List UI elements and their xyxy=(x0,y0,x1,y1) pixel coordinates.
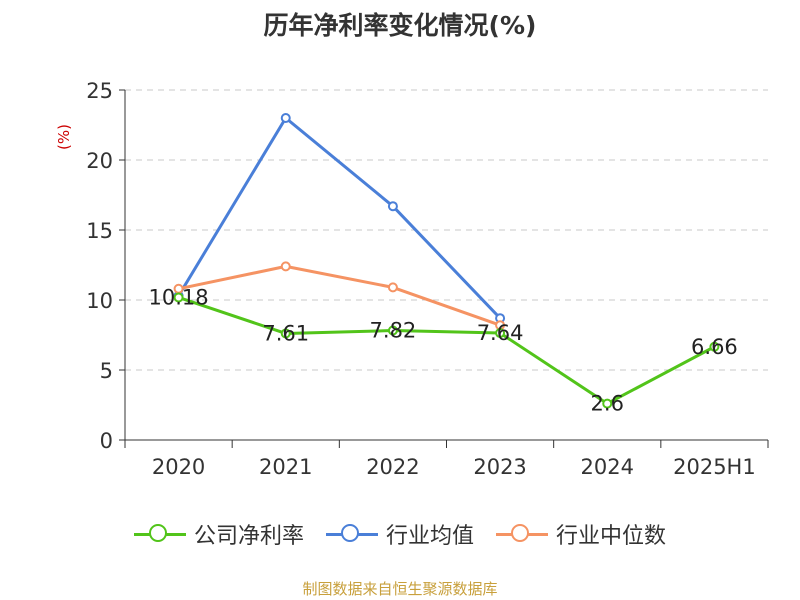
y-tick-label: 0 xyxy=(100,429,113,453)
x-tick-label: 2022 xyxy=(366,455,419,479)
x-tick-label: 2023 xyxy=(473,455,526,479)
legend-item-company[interactable]: 公司净利率 xyxy=(133,518,304,550)
data-point xyxy=(495,328,506,339)
data-point xyxy=(602,398,613,409)
data-point xyxy=(387,201,398,212)
y-tick-label: 15 xyxy=(86,219,113,243)
legend-label-industry-mean: 行业均值 xyxy=(385,524,474,549)
data-point xyxy=(387,325,398,336)
data-point xyxy=(280,113,291,123)
data-label: 2.6 xyxy=(591,392,624,416)
data-source-note: 制图数据来自恒生聚源数据库 xyxy=(302,580,498,598)
x-tick-label: 2024 xyxy=(581,455,634,479)
data-label: 10.18 xyxy=(149,285,209,309)
chart-title: 历年净利率变化情况(%) xyxy=(263,11,537,40)
y-tick-label: 25 xyxy=(86,79,113,103)
legend-item-industry-mean[interactable]: 行业均值 xyxy=(325,518,474,550)
x-tick-label: 2020 xyxy=(152,455,205,479)
x-tick-label: 2025H1 xyxy=(673,455,756,479)
legend-swatch-industry-median xyxy=(496,523,548,545)
y-tick-label: 5 xyxy=(100,359,113,383)
grid-lines xyxy=(125,89,768,371)
data-label: 7.61 xyxy=(262,321,309,345)
x-tick-label: 2021 xyxy=(259,455,312,479)
legend-swatch-company xyxy=(133,523,186,545)
series-lines xyxy=(173,113,720,409)
series-line xyxy=(177,116,502,320)
data-point xyxy=(280,328,291,339)
data-label: 7.64 xyxy=(477,321,524,345)
legend-label-company: 公司净利率 xyxy=(193,524,304,549)
legend-label-industry-median: 行业中位数 xyxy=(556,524,667,549)
data-point xyxy=(280,261,291,272)
data-label: 6.66 xyxy=(691,335,738,359)
axes: 0 5 10 15 20 25 2020 2021 2022 2023 2024 2025H1 xyxy=(86,79,769,479)
data-point xyxy=(173,292,184,303)
series-line xyxy=(178,296,716,406)
data-point xyxy=(709,341,720,352)
legend-swatch-industry-mean xyxy=(325,523,378,545)
legend-item-industry-median[interactable]: 行业中位数 xyxy=(496,518,666,550)
series-line xyxy=(178,264,501,327)
data-label: 7.82 xyxy=(370,319,417,343)
data-point xyxy=(387,282,398,293)
y-tick-label: 20 xyxy=(86,149,113,173)
legend: 公司净利率 行业均值 行业中位数 xyxy=(0,518,800,550)
y-tick-label: 10 xyxy=(86,289,113,313)
data-labels: 10.18 7.61 7.82 7.64 2.6 6.66 xyxy=(149,285,738,415)
